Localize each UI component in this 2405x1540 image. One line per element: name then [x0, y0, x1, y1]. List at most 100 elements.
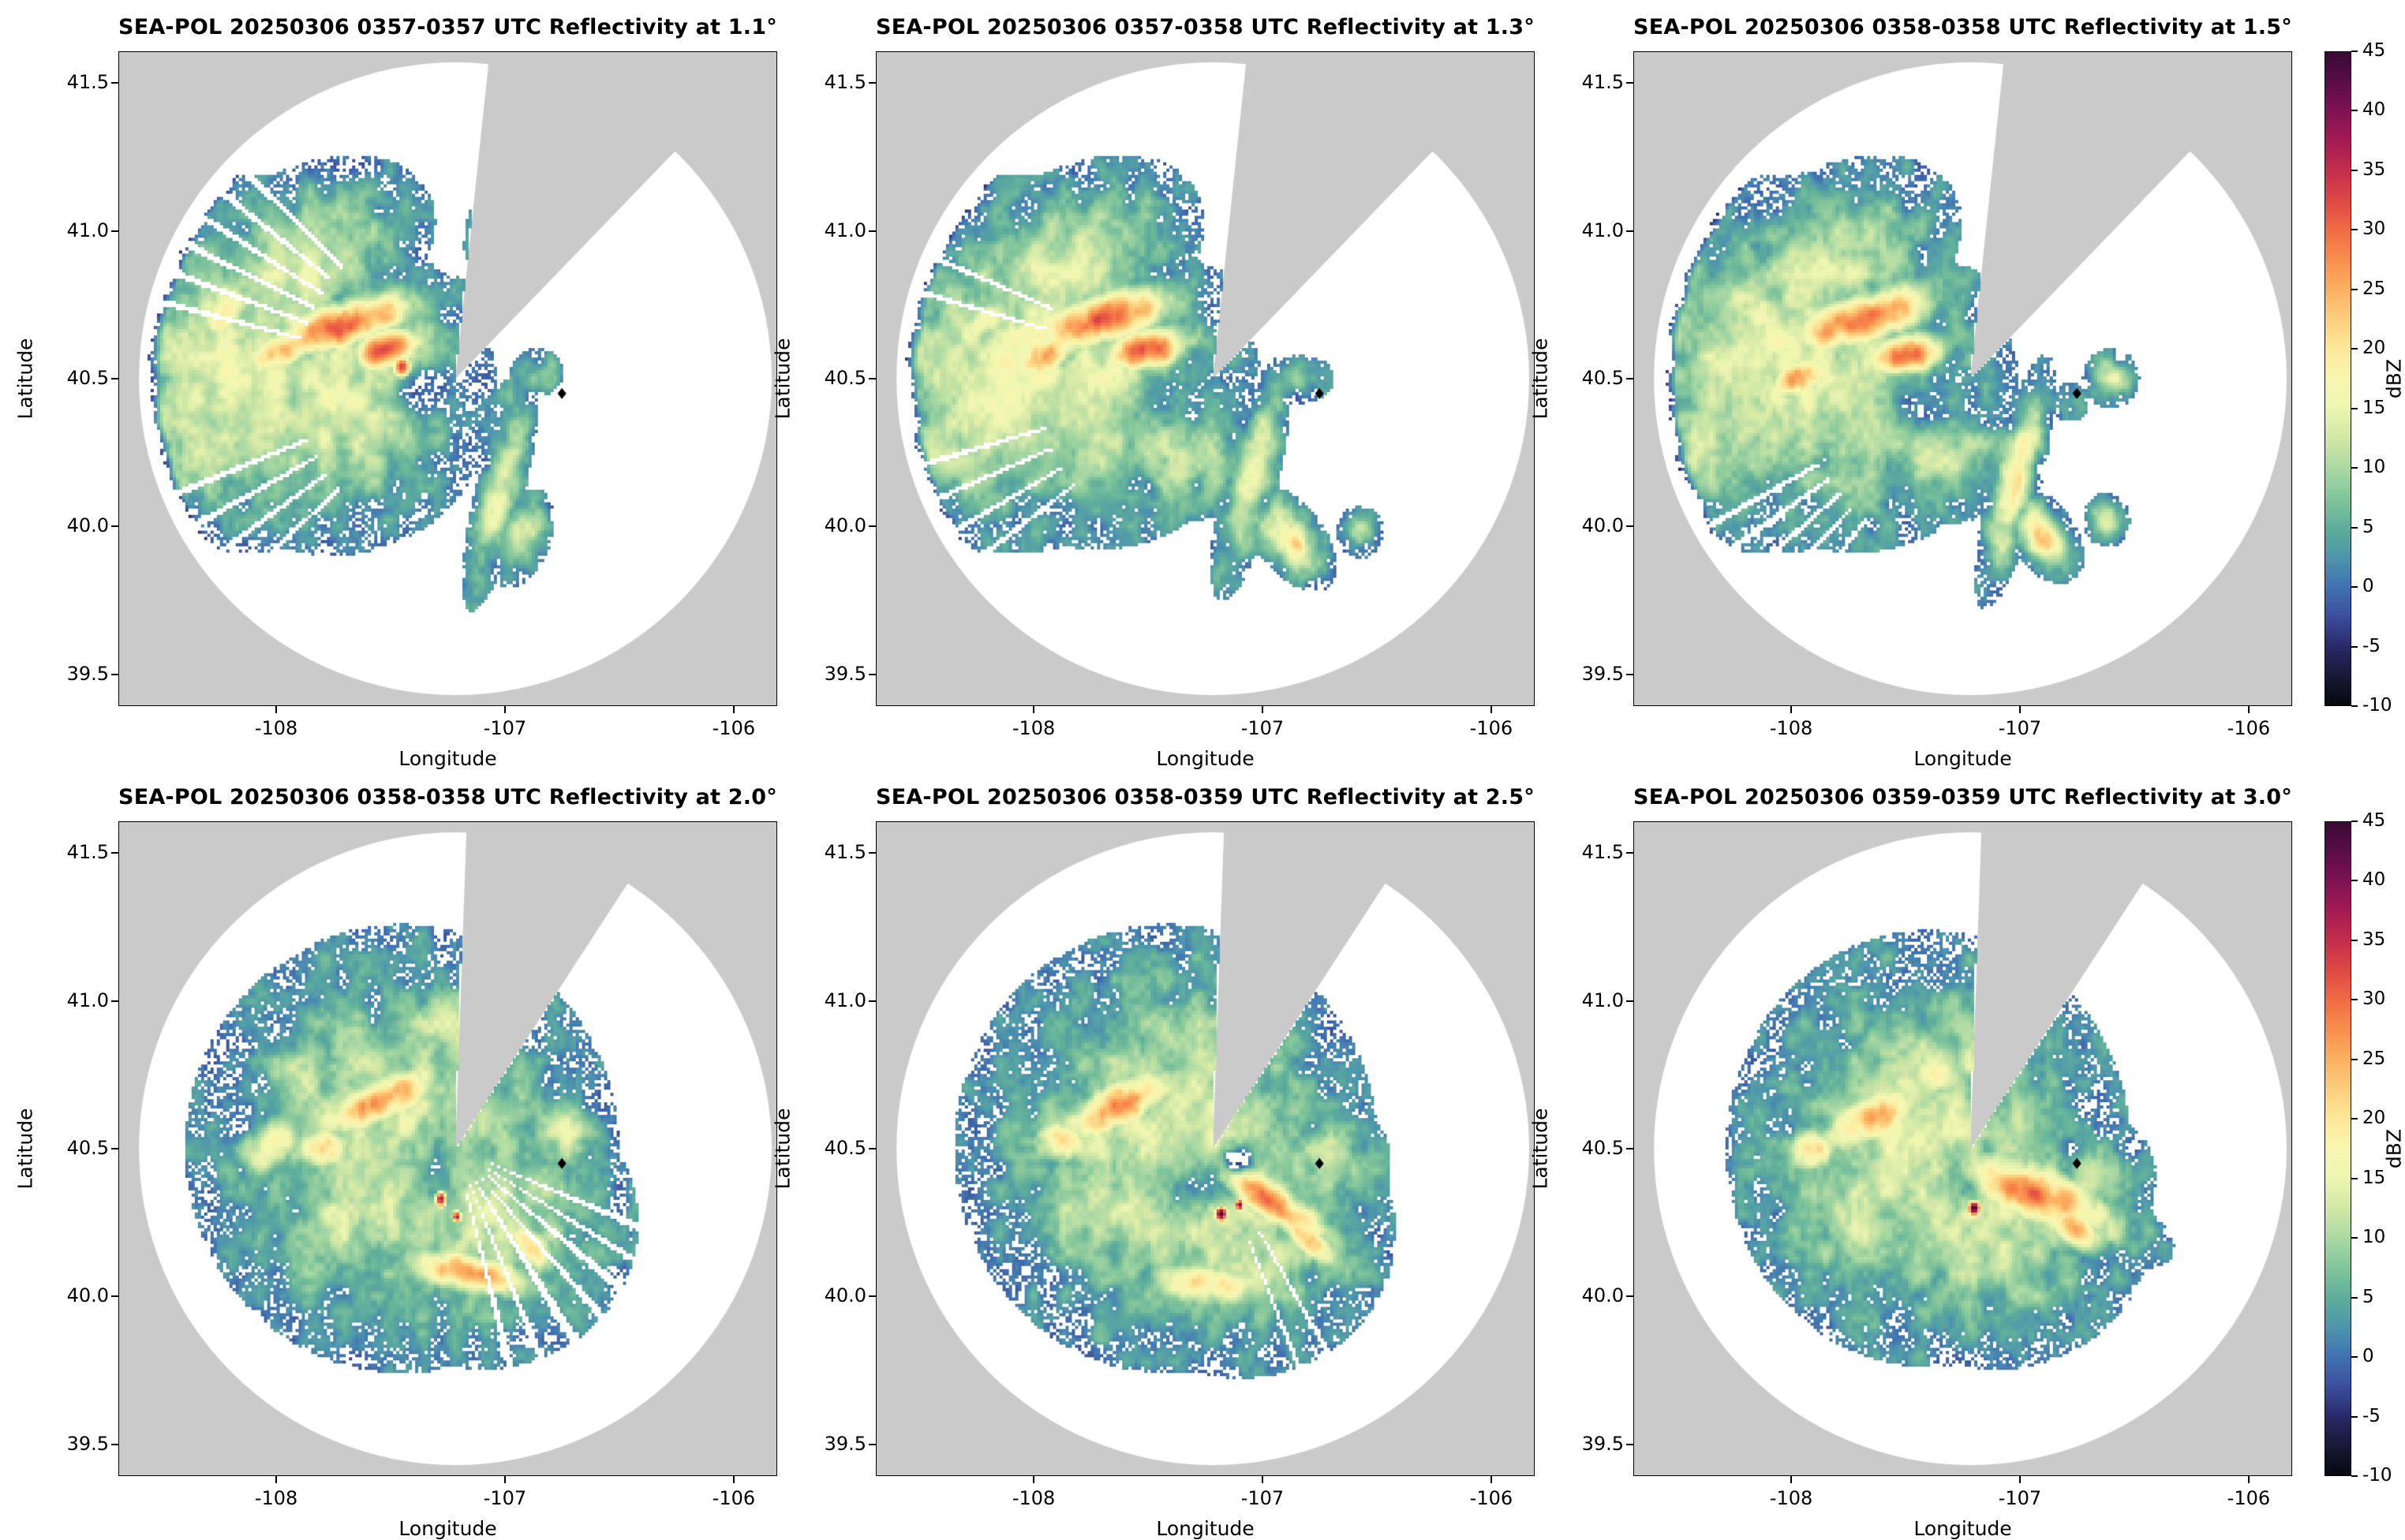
x-axis-label: Longitude — [1156, 747, 1255, 770]
colorbar-tick-label: -5 — [2362, 1405, 2381, 1426]
y-tick-mark — [111, 1443, 118, 1445]
y-tick-mark — [1626, 230, 1633, 232]
y-tick-label: 41.5 — [1581, 841, 1624, 864]
colorbar-tick-mark — [2351, 1356, 2358, 1359]
x-tick-mark — [1490, 1476, 1492, 1483]
y-axis-label: Latitude — [13, 338, 37, 420]
x-tick-label: -108 — [1769, 1487, 1813, 1509]
colorbar-tick-label: 30 — [2362, 219, 2386, 240]
y-tick-label: 40.5 — [1581, 1137, 1624, 1159]
y-tick-mark — [1626, 1443, 1633, 1445]
colorbar-tick-label: 25 — [2362, 1048, 2386, 1069]
x-tick-label: -107 — [1240, 1487, 1285, 1509]
y-tick-label: 40.5 — [1581, 367, 1624, 389]
colorbar-label: dBZ — [2382, 1128, 2405, 1169]
y-tick-mark — [111, 1148, 118, 1149]
y-tick-mark — [1626, 673, 1633, 675]
y-axis-label: Latitude — [1528, 1108, 1552, 1190]
colorbar-tick-label: 15 — [2362, 397, 2386, 418]
y-tick-label: 40.0 — [824, 514, 866, 537]
colorbar-tick-mark — [2351, 1415, 2358, 1418]
y-tick-mark — [111, 1295, 118, 1298]
y-tick-mark — [111, 82, 118, 84]
y-tick-mark — [111, 673, 118, 675]
radar-panel-2: SEA-POL 20250306 0357-0358 UTC Reflectiv… — [772, 15, 1535, 770]
y-tick-label: 41.5 — [66, 71, 109, 94]
x-tick-mark — [1790, 706, 1793, 713]
colorbar-tick-mark — [2351, 1118, 2358, 1120]
x-tick-mark — [1033, 1476, 1035, 1483]
colorbar-tick-mark — [2351, 110, 2358, 112]
y-tick-mark — [111, 1000, 118, 1002]
y-tick-mark — [1626, 378, 1633, 379]
y-tick-label: 41.5 — [1581, 71, 1624, 94]
y-tick-mark — [869, 673, 876, 675]
y-tick-label: 41.5 — [66, 841, 109, 864]
colorbar-tick-label: -10 — [2362, 1465, 2392, 1486]
radar-panel-3: SEA-POL 20250306 0358-0358 UTC Reflectiv… — [1529, 15, 2292, 770]
x-tick-mark — [1790, 1476, 1793, 1483]
colorbar-tick-label: 30 — [2362, 989, 2386, 1010]
x-tick-label: -108 — [254, 1487, 298, 1509]
colorbar-tick-mark — [2351, 586, 2358, 589]
y-tick-mark — [869, 82, 876, 84]
y-tick-label: 41.0 — [1581, 219, 1624, 241]
colorbar-tick-label: 10 — [2362, 1227, 2386, 1248]
radar-ppi-plot — [118, 51, 777, 706]
colorbar-row-2: dBZ 45 40 35 30 25 20 15 10 5 0 -5 -10 — [2325, 810, 2405, 1486]
y-tick-mark — [1626, 852, 1633, 854]
y-tick-mark — [111, 852, 118, 854]
x-tick-label: -107 — [1998, 1487, 2042, 1509]
x-tick-mark — [732, 706, 735, 713]
y-tick-label: 39.5 — [66, 1432, 109, 1455]
y-axis-label: Latitude — [771, 1108, 795, 1190]
x-axis-label: Longitude — [398, 1517, 497, 1540]
y-tick-label: 40.5 — [66, 1137, 109, 1159]
x-tick-mark — [2247, 706, 2250, 713]
x-tick-mark — [1261, 1476, 1263, 1483]
y-tick-label: 39.5 — [1581, 662, 1624, 685]
x-axis-label: Longitude — [398, 747, 497, 770]
panel-title: SEA-POL 20250306 0358-0358 UTC Reflectiv… — [1633, 15, 2292, 39]
colorbar-tick-mark — [2351, 1475, 2358, 1477]
x-tick-label: -107 — [483, 717, 527, 739]
colorbar-tick-mark — [2351, 705, 2358, 707]
colorbar-tick-label: 20 — [2362, 1108, 2386, 1129]
colorbar-tick-mark — [2351, 169, 2358, 171]
colorbar-gradient — [2325, 51, 2351, 706]
y-tick-label: 41.5 — [824, 71, 866, 94]
y-tick-label: 40.0 — [1581, 514, 1624, 537]
colorbar-tick-mark — [2351, 1237, 2358, 1239]
x-tick-label: -108 — [1012, 717, 1056, 739]
x-tick-mark — [2247, 1476, 2250, 1483]
x-tick-label: -107 — [1240, 717, 1285, 739]
colorbar-tick-label: 45 — [2362, 810, 2386, 831]
x-tick-mark — [2018, 1476, 2021, 1483]
y-tick-label: 41.0 — [1581, 989, 1624, 1011]
colorbar-tick-label: 0 — [2362, 576, 2374, 597]
colorbar-tick-mark — [2351, 1296, 2358, 1299]
colorbar-tick-mark — [2351, 820, 2358, 822]
panel-title: SEA-POL 20250306 0358-0358 UTC Reflectiv… — [118, 785, 777, 809]
y-tick-label: 41.0 — [824, 989, 866, 1011]
y-tick-mark — [1626, 525, 1633, 528]
y-tick-label: 41.5 — [824, 841, 866, 864]
colorbar-tick-label: 10 — [2362, 457, 2386, 478]
x-tick-mark — [1261, 706, 1263, 713]
x-tick-label: -107 — [483, 1487, 527, 1509]
radar-ppi-plot — [1633, 51, 2292, 706]
colorbar-tick-mark — [2351, 229, 2358, 231]
y-tick-mark — [1626, 1295, 1633, 1298]
y-tick-mark — [869, 1000, 876, 1002]
y-tick-mark — [1626, 82, 1633, 84]
y-tick-mark — [111, 525, 118, 528]
colorbar-tick-label: -5 — [2362, 635, 2381, 656]
colorbar-gradient — [2325, 821, 2351, 1476]
radar-panel-1: SEA-POL 20250306 0357-0357 UTC Reflectiv… — [14, 15, 777, 770]
panel-title: SEA-POL 20250306 0359-0359 UTC Reflectiv… — [1633, 785, 2292, 809]
x-tick-mark — [503, 1476, 506, 1483]
colorbar-tick-mark — [2351, 880, 2358, 882]
panel-title: SEA-POL 20250306 0357-0358 UTC Reflectiv… — [876, 15, 1535, 39]
colorbar-tick-mark — [2351, 645, 2358, 648]
x-tick-mark — [503, 706, 506, 713]
